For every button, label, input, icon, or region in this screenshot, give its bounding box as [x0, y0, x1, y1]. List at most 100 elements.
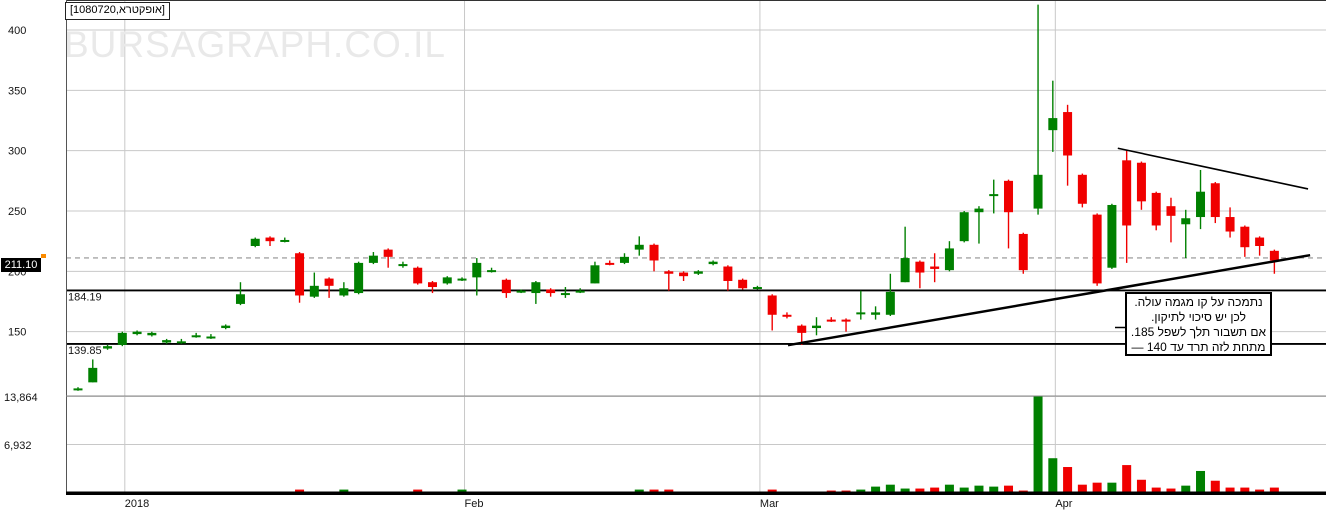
candle-body	[590, 265, 600, 284]
volume-bar	[1225, 487, 1235, 492]
current-price-marker-icon	[41, 254, 46, 258]
volume-bar	[1077, 484, 1087, 492]
volume-bar	[856, 489, 866, 492]
candle-body	[1255, 237, 1265, 246]
volume-bar	[1063, 467, 1073, 492]
volume-bar	[1122, 465, 1132, 492]
volume-bar	[1151, 487, 1161, 492]
candle-body	[1181, 218, 1191, 225]
volume-bar	[1255, 489, 1265, 492]
volume-bar	[826, 490, 836, 492]
volume-tick-label: 6,932	[4, 440, 32, 452]
volume-bar	[1181, 485, 1191, 492]
candle-body	[103, 346, 113, 349]
candle-body	[885, 291, 895, 315]
volume-bar	[915, 488, 925, 492]
price-tick-label: 250	[8, 206, 26, 218]
volume-bar	[841, 490, 851, 492]
volume-bar	[900, 488, 910, 492]
candle-body	[88, 367, 98, 383]
candle-body	[531, 282, 541, 294]
volume-bar	[1240, 487, 1250, 492]
volume-bar	[634, 489, 644, 492]
volume-bar	[944, 484, 954, 492]
volume-bar	[295, 489, 305, 492]
candle-body	[989, 194, 999, 197]
volume-bar	[1107, 482, 1117, 492]
candle-body	[871, 312, 881, 315]
volume-bar	[1269, 487, 1279, 492]
candle-body	[826, 319, 836, 322]
month-label: Apr	[1055, 498, 1072, 510]
candle-body	[383, 249, 393, 257]
volume-bar	[1018, 490, 1028, 492]
candle-body	[767, 295, 777, 315]
candle-body	[944, 248, 954, 271]
candle-body	[782, 314, 792, 317]
candle-body	[427, 282, 437, 288]
candle-body	[457, 278, 467, 281]
level-label: 184.19	[68, 291, 102, 303]
candle-body	[501, 279, 511, 294]
volume-bar	[974, 485, 984, 492]
candle-body	[250, 238, 260, 246]
candle-body	[516, 290, 526, 293]
candle-body	[619, 256, 629, 263]
price-tick-label: 400	[8, 25, 26, 37]
candle-body	[117, 332, 127, 345]
candle-body	[235, 294, 245, 304]
candle-body	[634, 244, 644, 250]
candle-body	[560, 293, 570, 296]
candle-body	[191, 335, 201, 338]
candle-body	[354, 262, 364, 294]
candle-body	[723, 266, 733, 281]
resistance-downtrend-line	[1117, 147, 1309, 190]
candle-body	[1063, 112, 1073, 156]
volume-bar	[885, 484, 895, 492]
volume-bar	[767, 489, 777, 492]
candle-body	[1240, 226, 1250, 248]
candle-body	[1166, 206, 1176, 216]
volume-bar	[1210, 480, 1220, 492]
candle-body	[295, 253, 305, 296]
candle-body	[959, 212, 969, 242]
candle-body	[738, 279, 748, 289]
volume-bar	[959, 487, 969, 492]
price-tick-label: 350	[8, 85, 26, 97]
candle-body	[1151, 192, 1161, 226]
candle-body	[413, 267, 423, 284]
candle-body	[1196, 191, 1206, 218]
volume-bar	[664, 489, 674, 492]
volume-bar	[1004, 485, 1014, 492]
candle-body	[324, 278, 334, 286]
annotation-line: אם תשבור תלך לשפל 185.	[1130, 325, 1267, 339]
candle-body	[309, 285, 319, 297]
candle-body	[368, 255, 378, 263]
candle-body	[708, 261, 718, 265]
candle-body	[1048, 118, 1058, 131]
candle-body	[664, 271, 674, 274]
candle-body	[339, 288, 349, 296]
candle-body	[1210, 183, 1220, 218]
bursagraph-watermark: BURSAGRAPH.CO.IL	[64, 24, 446, 65]
volume-bar	[649, 489, 659, 492]
volume-bar	[1136, 479, 1146, 492]
candle-body	[73, 388, 83, 391]
candle-body	[1018, 233, 1028, 271]
candle-body	[649, 244, 659, 261]
support-uptrend-line	[787, 253, 1311, 347]
volume-bar	[989, 486, 999, 492]
candle-body	[221, 325, 231, 329]
candle-body	[1092, 214, 1102, 284]
price-tick-label: 150	[8, 327, 26, 339]
volume-bar	[930, 487, 940, 492]
candle-body	[812, 325, 821, 329]
candle-body	[930, 266, 940, 269]
volume-bar	[1166, 488, 1176, 492]
price-tick-label: 300	[8, 146, 26, 158]
candle-body	[1033, 174, 1043, 209]
level-label: 139.85	[68, 345, 102, 357]
volume-bar	[1092, 482, 1102, 492]
